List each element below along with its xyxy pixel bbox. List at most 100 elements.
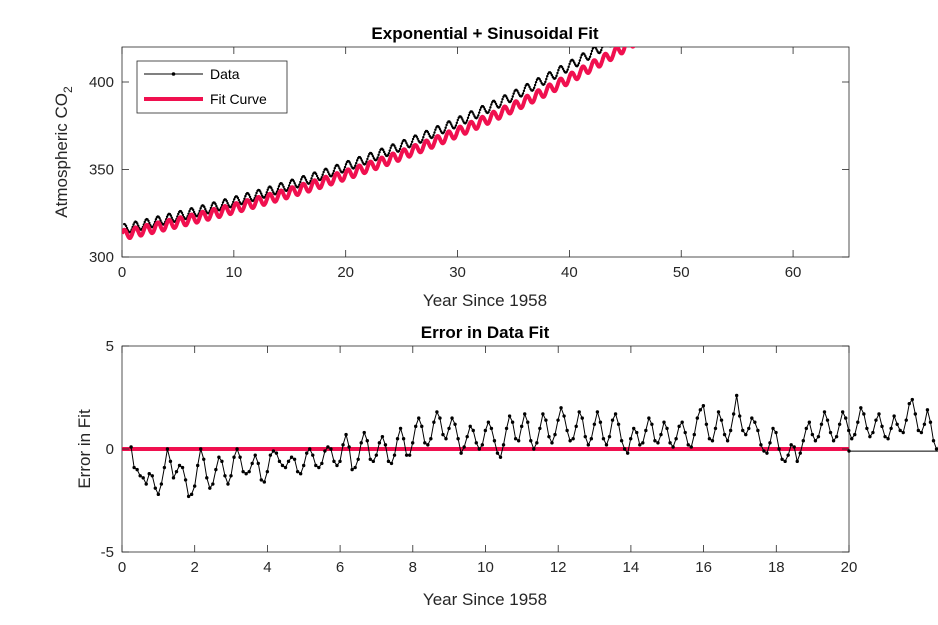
data-point xyxy=(498,105,501,108)
error-point xyxy=(153,486,158,490)
data-point xyxy=(466,116,470,120)
error-point xyxy=(913,412,918,416)
legend-data-label: Data xyxy=(210,66,240,82)
fit-chart-x-label: Year Since 1958 xyxy=(423,291,547,310)
error-point xyxy=(223,474,227,478)
error-point xyxy=(819,422,824,426)
error-point xyxy=(220,459,224,464)
error-point xyxy=(762,449,766,453)
error-point xyxy=(250,461,254,466)
y-tick-label: 0 xyxy=(106,441,114,458)
data-point xyxy=(404,140,407,143)
error-point xyxy=(925,408,930,412)
error-point xyxy=(928,420,933,424)
data-point xyxy=(554,76,557,80)
error-point xyxy=(274,451,279,455)
error-point xyxy=(647,416,651,420)
error-point xyxy=(889,426,893,431)
data-point xyxy=(148,221,151,225)
data-point xyxy=(561,67,565,71)
data-point xyxy=(420,140,423,144)
error-point xyxy=(314,463,318,468)
data-point xyxy=(528,85,531,89)
error-point xyxy=(392,453,397,457)
data-point xyxy=(416,137,419,140)
data-point xyxy=(386,154,390,157)
error-point xyxy=(186,494,191,499)
error-point xyxy=(286,459,291,464)
data-point xyxy=(322,170,325,174)
data-point xyxy=(327,171,330,174)
data-point xyxy=(154,218,158,221)
y-tick-label: 350 xyxy=(89,162,114,179)
error-point xyxy=(771,426,775,431)
error-point xyxy=(214,467,218,472)
data-point xyxy=(192,210,196,214)
error-point xyxy=(871,430,875,435)
error-point xyxy=(377,441,382,445)
error-point xyxy=(665,426,669,431)
data-point xyxy=(500,100,503,104)
error-point xyxy=(671,445,675,449)
error-point xyxy=(544,418,548,422)
x-tick-label: 20 xyxy=(337,264,354,281)
error-point xyxy=(859,406,863,410)
data-point xyxy=(237,198,241,202)
error-point xyxy=(613,412,618,416)
error-point xyxy=(568,439,572,443)
error-point xyxy=(798,451,802,455)
x-tick-label: 10 xyxy=(477,559,494,576)
data-point xyxy=(300,178,303,181)
error-point xyxy=(168,459,173,464)
data-point xyxy=(422,136,425,139)
error-point xyxy=(347,445,351,449)
error-point xyxy=(159,482,164,486)
error-point xyxy=(565,428,569,433)
error-point xyxy=(326,445,330,449)
data-point xyxy=(333,167,336,170)
fit-chart-y-label-main: Atmospheric CO xyxy=(52,93,71,218)
data-point xyxy=(180,211,184,215)
error-point xyxy=(662,420,666,424)
data-point xyxy=(460,116,463,119)
error-point xyxy=(650,422,654,426)
error-point xyxy=(719,418,724,422)
data-point xyxy=(247,193,251,196)
error-point xyxy=(423,441,427,445)
data-point xyxy=(478,108,482,112)
data-point xyxy=(387,152,391,155)
error-point xyxy=(659,432,663,437)
data-point xyxy=(539,79,542,83)
error-point xyxy=(329,447,333,451)
data-point xyxy=(534,80,538,84)
error-point xyxy=(901,430,905,435)
data-point xyxy=(170,216,173,219)
error-point xyxy=(298,472,303,476)
error-point xyxy=(656,441,660,445)
error-point xyxy=(783,459,787,464)
error-point xyxy=(880,424,884,429)
data-point xyxy=(344,163,348,166)
data-point xyxy=(266,188,269,191)
error-point xyxy=(577,410,581,414)
error-point xyxy=(701,404,706,408)
error-chart: Error in Data Fit 0 2 4 6 8 10 12 14 16 18 20 -505… xyxy=(75,323,938,609)
fit-curve-line xyxy=(122,47,636,240)
data-point xyxy=(510,98,514,101)
data-point xyxy=(455,121,459,125)
data-point xyxy=(438,128,442,131)
error-point xyxy=(768,441,772,445)
error-point xyxy=(683,430,687,435)
data-point xyxy=(595,48,598,51)
error-chart-x-label: Year Since 1958 xyxy=(423,590,547,609)
error-point xyxy=(834,434,839,439)
error-point xyxy=(404,453,409,457)
data-point xyxy=(244,194,247,198)
data-point xyxy=(577,62,581,65)
data-point xyxy=(411,137,415,141)
error-point xyxy=(283,465,288,470)
data-point xyxy=(355,161,358,165)
error-point xyxy=(868,434,872,439)
data-point xyxy=(557,68,560,72)
data-point xyxy=(588,55,592,58)
